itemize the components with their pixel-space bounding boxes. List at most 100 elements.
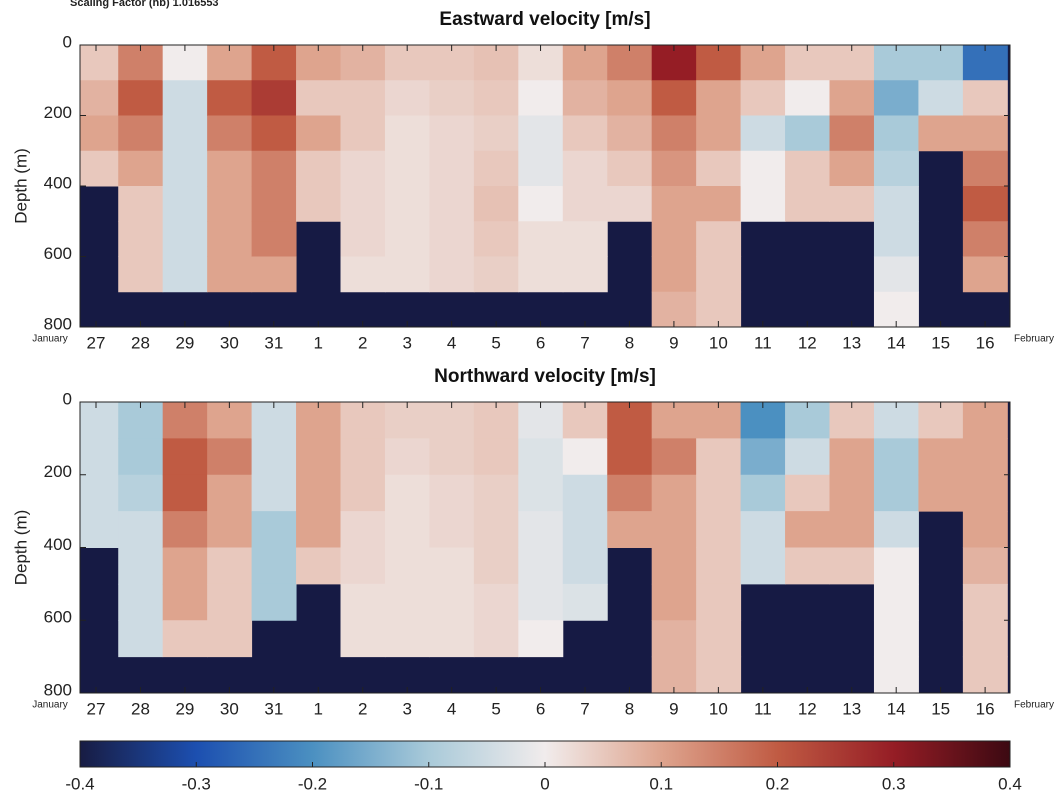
heatmap-cell: [80, 511, 119, 548]
heatmap-cell: [162, 583, 208, 621]
x-tick-label: 12: [798, 333, 817, 352]
heatmap-cell: [651, 438, 697, 476]
heatmap-cell: [296, 402, 342, 439]
heatmap-cell: [340, 511, 386, 548]
colorbar-tick-label: -0.4: [65, 774, 94, 793]
heatmap-cell: [162, 186, 208, 222]
heatmap-cell: [340, 402, 386, 439]
heatmap-cell: [207, 115, 253, 152]
heatmap-cell: [473, 150, 519, 187]
y-axis-label: Depth (m): [11, 510, 30, 586]
x-tick-label: 16: [976, 333, 995, 352]
heatmap-cell: [80, 402, 119, 439]
x-tick-label: 9: [669, 699, 678, 718]
heatmap-cell: [207, 186, 253, 222]
heatmap-cell: [651, 402, 697, 439]
heatmap-cell: [962, 186, 1008, 222]
panel-title: Northward velocity [m/s]: [434, 366, 656, 387]
heatmap-cell: [651, 115, 697, 152]
heatmap-cell: [518, 256, 564, 293]
heatmap-cell: [918, 438, 964, 476]
heatmap-cell: [80, 438, 119, 476]
heatmap-cell: [962, 547, 1008, 585]
x-tick-label: 6: [536, 333, 545, 352]
heatmap-cell: [118, 80, 164, 116]
heatmap-cell: [873, 583, 919, 621]
heatmap-cell: [162, 115, 208, 152]
heatmap-cell: [785, 511, 831, 548]
heatmap-cell: [251, 474, 297, 512]
heatmap-cell: [473, 256, 519, 293]
y-tick-label: 200: [44, 462, 72, 481]
heatmap-cell: [340, 115, 386, 152]
y-tick-label: 400: [44, 535, 72, 554]
heatmap-cell: [473, 221, 519, 257]
heatmap-cell: [740, 115, 786, 152]
heatmap-cell: [296, 474, 342, 512]
heatmap-cell: [207, 474, 253, 512]
heatmap-cell: [651, 511, 697, 548]
heatmap-cell: [607, 402, 653, 439]
heatmap-cell: [518, 186, 564, 222]
heatmap-cell: [518, 438, 564, 476]
heatmap-cell: [296, 115, 342, 152]
heatmap-cell: [251, 438, 297, 476]
x-tick-label: 15: [931, 699, 950, 718]
heatmap-cell: [873, 150, 919, 187]
heatmap-cell: [207, 547, 253, 585]
y-tick-label: 800: [44, 680, 72, 699]
colorbar-tick-label: 0.3: [882, 774, 906, 793]
heatmap-cell: [696, 511, 742, 548]
x-tick-label: 16: [976, 699, 995, 718]
heatmap-cell: [562, 474, 608, 512]
heatmap-cell: [162, 150, 208, 187]
heatmap-cell: [873, 656, 919, 693]
heatmap-cell: [162, 80, 208, 116]
heatmap-cell: [962, 80, 1008, 116]
heatmap-cell: [962, 438, 1008, 476]
heatmap-cell: [384, 80, 430, 116]
heatmap-cell: [607, 186, 653, 222]
heatmap-cell: [918, 402, 964, 439]
heatmap-cell: [429, 583, 475, 621]
heatmap-cell: [562, 115, 608, 152]
heatmap-cell: [473, 474, 519, 512]
heatmap-cell: [651, 256, 697, 293]
heatmap-cell: [251, 80, 297, 116]
heatmap-cell: [696, 256, 742, 293]
heatmap-cell: [207, 80, 253, 116]
heatmap-cells: [80, 45, 1008, 327]
heatmap-cell: [384, 511, 430, 548]
heatmap-cell: [429, 620, 475, 658]
heatmap-cell: [651, 221, 697, 257]
heatmap-cell: [473, 547, 519, 585]
x-tick-label: 2: [358, 699, 367, 718]
heatmap-cell: [785, 186, 831, 222]
heatmap-cell: [384, 256, 430, 293]
heatmap-cell: [562, 402, 608, 439]
heatmap-cell: [562, 221, 608, 257]
month-label: January: [32, 334, 68, 345]
x-tick-label: 14: [887, 699, 906, 718]
x-tick-label: 14: [887, 333, 906, 352]
heatmap-cell: [562, 186, 608, 222]
heatmap-cell: [429, 186, 475, 222]
x-tick-label: 7: [580, 699, 589, 718]
heatmap-cell: [829, 186, 875, 222]
heatmap-cell: [384, 547, 430, 585]
heatmap-cell: [473, 438, 519, 476]
heatmap-cell: [651, 186, 697, 222]
heatmap-cell: [785, 474, 831, 512]
heatmap-cell: [118, 547, 164, 585]
heatmap-cell: [340, 474, 386, 512]
heatmap-cell: [696, 438, 742, 476]
heatmap-cell: [118, 511, 164, 548]
heatmap-cell: [251, 150, 297, 187]
heatmap-cell: [696, 80, 742, 116]
heatmap-cell: [340, 583, 386, 621]
heatmap-cell: [384, 186, 430, 222]
x-tick-label: 15: [931, 333, 950, 352]
heatmap-cell: [296, 547, 342, 585]
y-tick-label: 0: [63, 32, 72, 51]
heatmap-cell: [918, 80, 964, 116]
